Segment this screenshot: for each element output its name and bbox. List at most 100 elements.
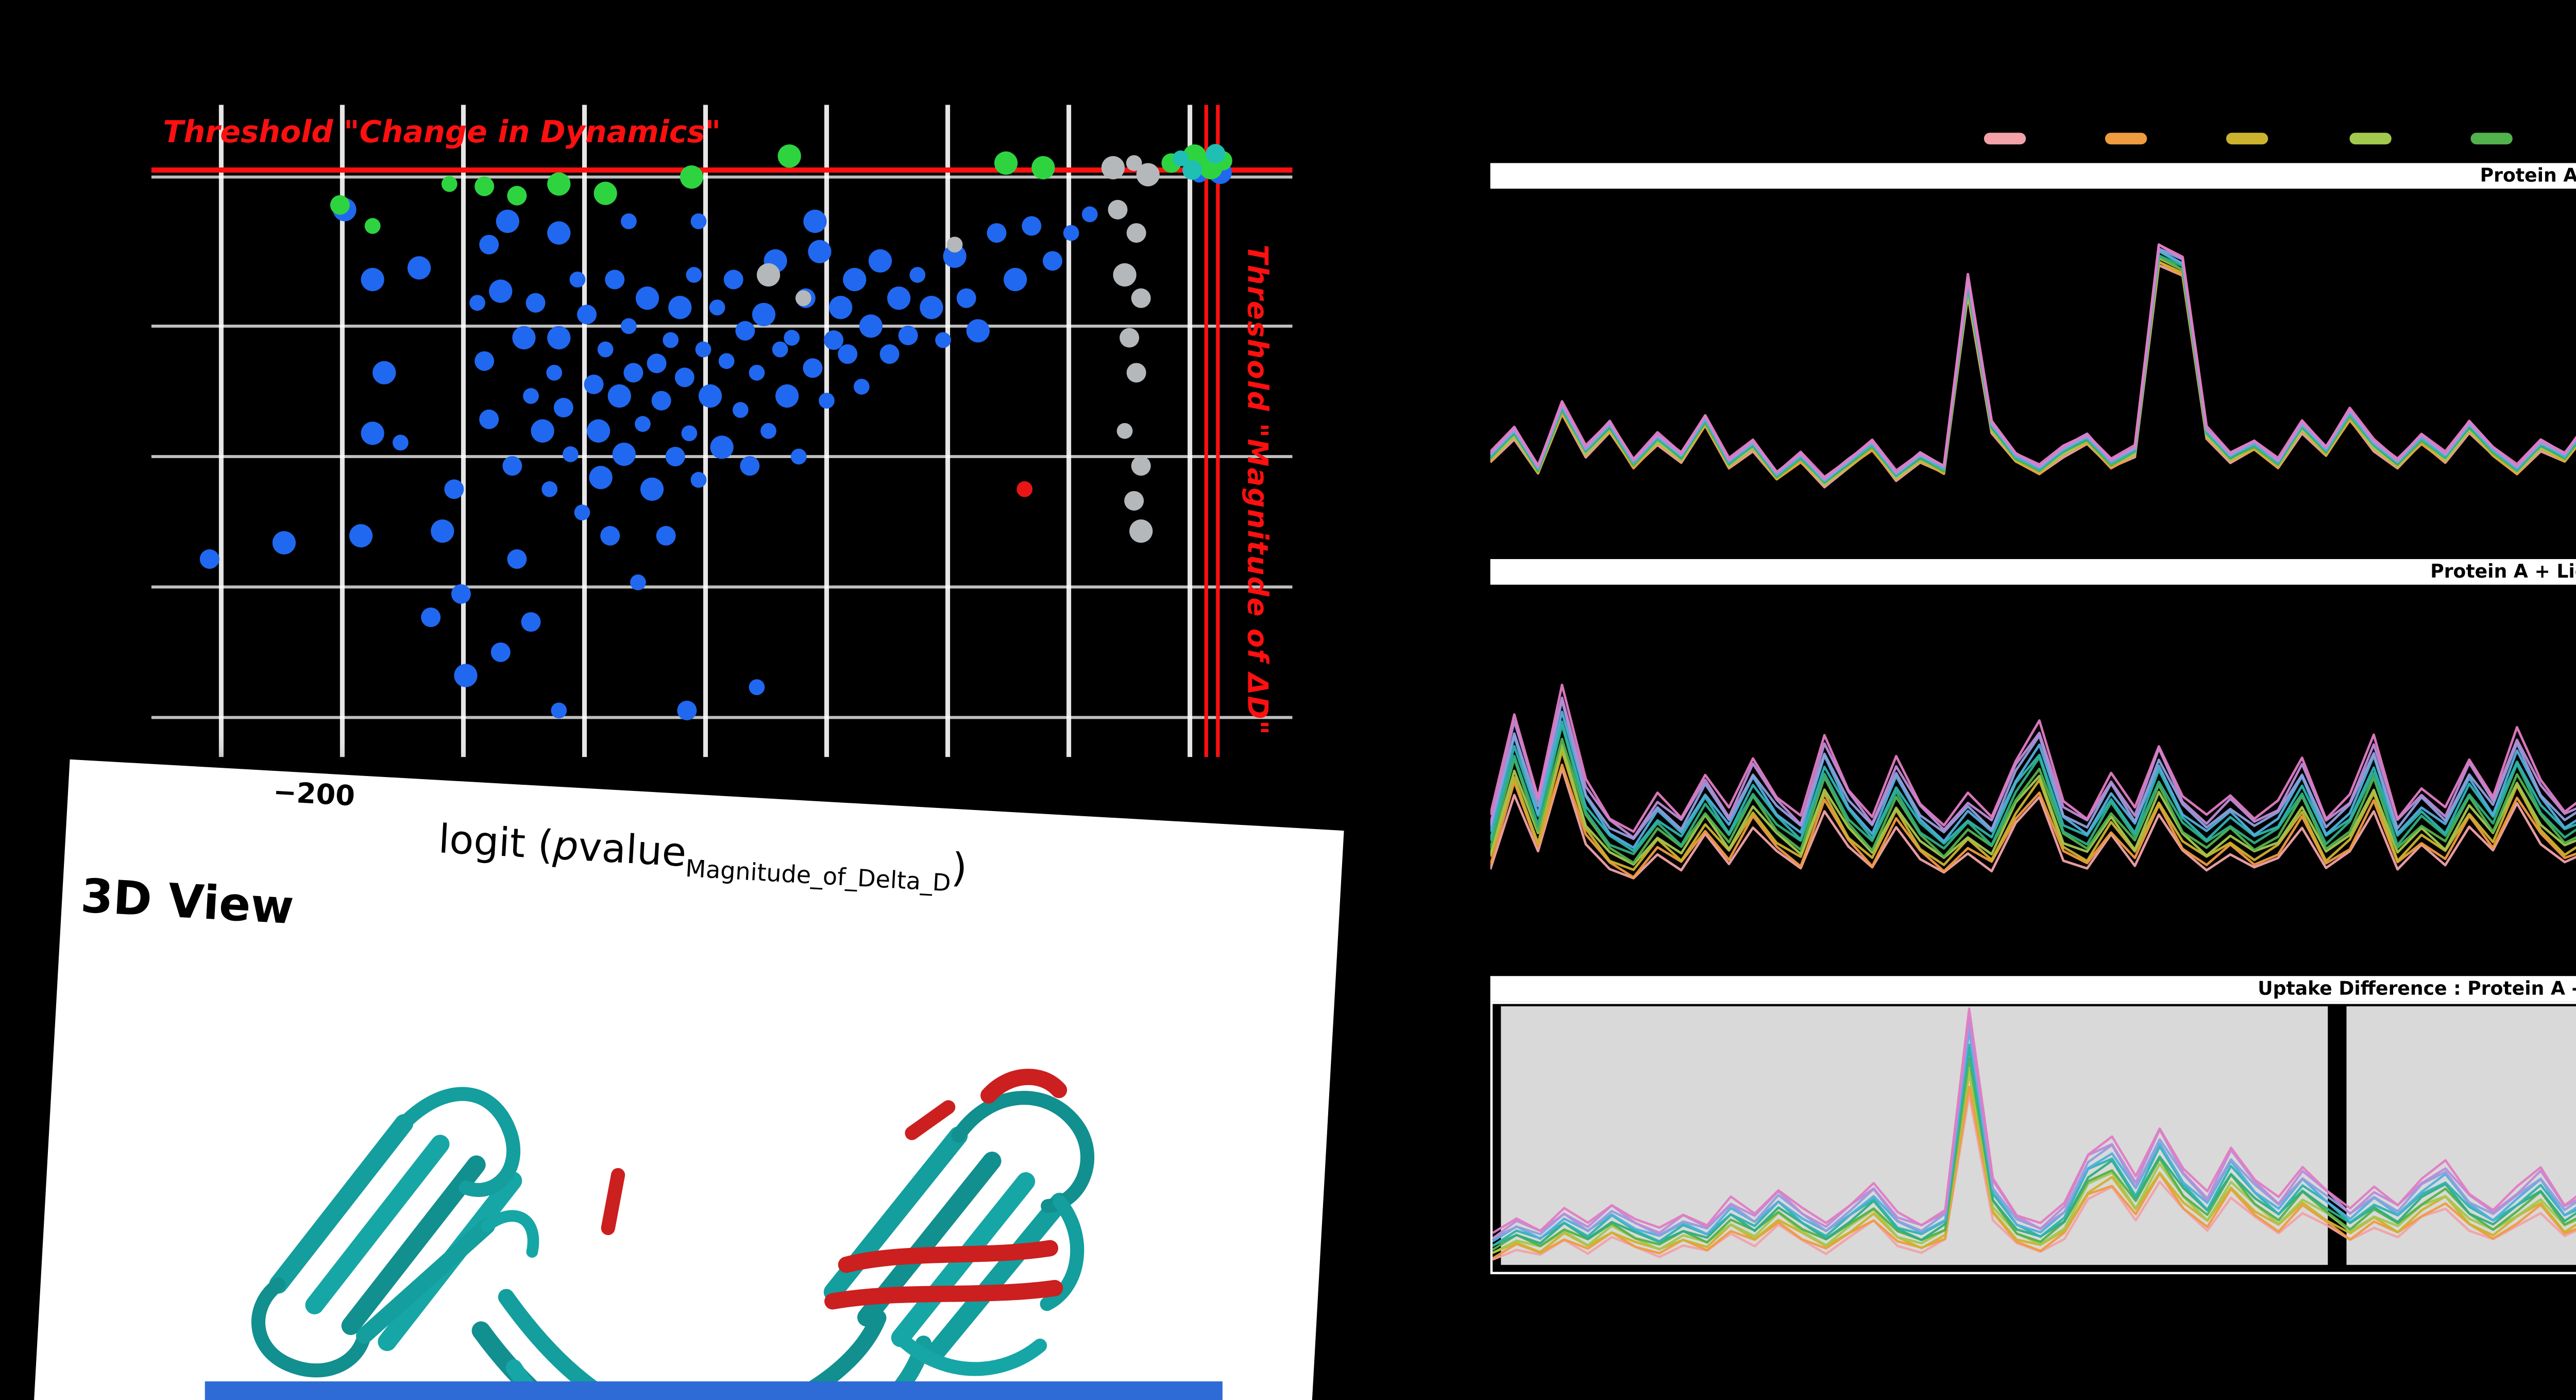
scatter-point [630, 574, 646, 591]
scatter-point [551, 702, 567, 719]
scatter-point [651, 391, 671, 411]
scatter-point [1173, 150, 1189, 166]
scatter-point [790, 448, 807, 465]
uptake-series-line [1490, 749, 2576, 871]
protein-ribbon [251, 1069, 1095, 1400]
scatter-point [735, 321, 755, 341]
scatter-point [1126, 155, 1142, 171]
uptake-series-line [1490, 737, 2576, 864]
scatter-point [710, 435, 734, 459]
scatter-point [803, 358, 823, 378]
x-axis-label-p: p [552, 823, 580, 872]
scatter-point [665, 447, 685, 467]
panel-title-bar: Uptake Difference : Protein A - (Protein… [1490, 976, 2576, 1002]
scatter-point [784, 330, 800, 346]
scatter-point [843, 267, 867, 292]
scatter-point [577, 305, 597, 325]
scatter-point [546, 364, 563, 381]
scatter-point [479, 409, 499, 429]
scatter-point [803, 209, 827, 233]
scatter-point [994, 151, 1018, 175]
panel-title: Uptake Difference : Protein A - (Protein… [2258, 978, 2576, 1000]
uptake-series-line [1490, 243, 2576, 479]
uptake-series-line [1493, 1093, 2576, 1261]
uptake-difference-chart[interactable] [1490, 1001, 2576, 1274]
scatter-point [709, 299, 725, 316]
scatter-point [898, 326, 918, 345]
scatter-point [1081, 206, 1098, 223]
uptake-series-line [1493, 1046, 2576, 1247]
uptake-chart-protein-a-ligand[interactable] [1490, 585, 2576, 951]
legend-dash [1984, 132, 2026, 144]
scatter-point [469, 295, 485, 311]
scatter-point [594, 181, 617, 205]
scatter-point [444, 479, 464, 499]
uptake-series-line [1490, 744, 2576, 866]
scatter-point [372, 361, 396, 384]
scatter-point [935, 332, 951, 348]
scatter-point [441, 176, 457, 192]
panel-title: Protein A + Ligand [2430, 561, 2576, 583]
scatter-point [512, 326, 536, 350]
scatter-point [586, 419, 611, 443]
scatter-point [605, 269, 625, 290]
threshold-dynamics-label: Threshold "Change in Dynamics" [163, 116, 721, 151]
x-axis-label-mid: value [577, 825, 688, 878]
scatter-point [474, 351, 495, 371]
scatter-point [868, 249, 892, 273]
scatter-point [777, 144, 801, 168]
panel-protein-a: Protein A [1490, 163, 2576, 543]
scatter-point [656, 526, 676, 546]
scatter-point [1004, 267, 1027, 292]
scatter-point [808, 240, 832, 263]
x-axis-tick: −200 [272, 775, 356, 813]
scatter-point [547, 172, 571, 196]
scatter-point [199, 549, 219, 569]
scatter-point [521, 612, 541, 632]
scatter-point [1113, 263, 1137, 287]
protein-3d-viewport[interactable] [123, 927, 1223, 1400]
scatter-point [623, 363, 643, 383]
scatter-point [361, 267, 384, 292]
scatter-point [887, 286, 911, 310]
scatter-point [547, 326, 571, 350]
threshold-magnitude-label: Threshold "Magnitude of ΔD" [1241, 244, 1274, 736]
scatter-point [1124, 491, 1144, 511]
volcano-canvas[interactable] [151, 105, 1293, 757]
scatter-point [756, 263, 781, 287]
scatter-point [695, 341, 711, 358]
scatter-point [829, 296, 853, 319]
scatter-point [775, 384, 799, 408]
scatter-point [600, 526, 620, 546]
legend-dash [2227, 132, 2269, 144]
scatter-point [824, 330, 844, 350]
uptake-series-line [1493, 1017, 2576, 1240]
scatter-point [680, 165, 703, 189]
scatter-point [732, 402, 749, 418]
scatter-point [663, 332, 679, 348]
uptake-series-line [1490, 767, 2576, 880]
uptake-series-line [1493, 1069, 2576, 1254]
scatter-point [547, 221, 571, 245]
volcano-plot[interactable]: Threshold "Change in Dynamics" Threshold… [151, 105, 1293, 757]
scatter-point [526, 293, 546, 313]
scatter-point [1116, 423, 1133, 439]
scatter-point [620, 318, 637, 334]
scatter-point [620, 213, 637, 229]
scatter-point [1129, 519, 1153, 543]
scatter-point [589, 466, 613, 490]
scatter-point [1108, 199, 1128, 220]
uptake-chart-protein-a[interactable] [1490, 189, 2576, 543]
scatter-point [760, 423, 776, 439]
scatter-point [553, 398, 573, 418]
uptake-series-line [1493, 1029, 2576, 1243]
scatter-point [1022, 216, 1042, 236]
bottom-blue-bar [205, 1381, 1223, 1400]
uptake-series-line [1493, 1007, 2576, 1234]
scatter-point [838, 344, 858, 364]
scatter-point [740, 456, 760, 476]
scatter-point [690, 213, 707, 229]
scatter-point [752, 302, 776, 326]
scatter-point [361, 421, 384, 445]
